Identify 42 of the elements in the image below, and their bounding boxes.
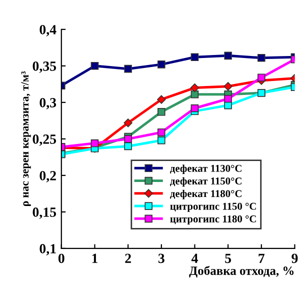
x-tick-label: 0 bbox=[58, 254, 64, 264]
point bbox=[158, 60, 166, 68]
y-axis-title: ρ нас зерен керамзита, т/м³ bbox=[21, 71, 31, 206]
point bbox=[124, 118, 132, 128]
y-tick-label: 0,1 bbox=[40, 244, 56, 256]
legend-label: цитрогипс 1180 °С bbox=[170, 215, 256, 225]
point bbox=[90, 62, 99, 70]
point bbox=[157, 95, 166, 104]
point bbox=[224, 94, 232, 103]
x-tick-label: 2 bbox=[125, 254, 131, 263]
point bbox=[124, 135, 132, 143]
y-tick-label: 0,2 bbox=[40, 171, 56, 182]
y-tick-label: 0,15 bbox=[32, 208, 56, 219]
y-tick-label: 0,35 bbox=[32, 61, 56, 73]
point bbox=[224, 52, 232, 60]
x-tick-label: 7 bbox=[258, 254, 265, 263]
legend-label: дефекат 1180°С bbox=[170, 190, 242, 200]
point bbox=[257, 54, 266, 62]
point bbox=[158, 128, 166, 136]
point bbox=[190, 90, 199, 98]
x-tick-label: 3 bbox=[158, 254, 164, 264]
x-tick-label: 1 bbox=[92, 254, 98, 263]
y-tick-label: 0,25 bbox=[32, 134, 56, 146]
legend-label: дефекат 1150°С bbox=[170, 177, 242, 187]
point bbox=[190, 53, 199, 62]
point bbox=[90, 139, 99, 148]
point bbox=[124, 64, 132, 73]
x-tick-label: 4 bbox=[191, 254, 198, 263]
y-tick-label: 0,3 bbox=[40, 98, 56, 110]
point bbox=[124, 142, 132, 150]
y-tick-label: 0,4 bbox=[40, 24, 56, 36]
point bbox=[158, 108, 166, 116]
point bbox=[257, 74, 266, 82]
x-axis-title: Добавка отхода, % bbox=[189, 266, 294, 278]
point bbox=[190, 104, 199, 112]
point bbox=[224, 82, 232, 91]
legend-label: дефекат 1130°С bbox=[170, 164, 242, 174]
x-tick-label: 9 bbox=[292, 254, 298, 264]
point bbox=[158, 136, 166, 144]
x-tick-label: 5 bbox=[225, 254, 232, 264]
legend-label: цитрогипс 1150 °С bbox=[170, 202, 256, 212]
point bbox=[190, 83, 200, 92]
